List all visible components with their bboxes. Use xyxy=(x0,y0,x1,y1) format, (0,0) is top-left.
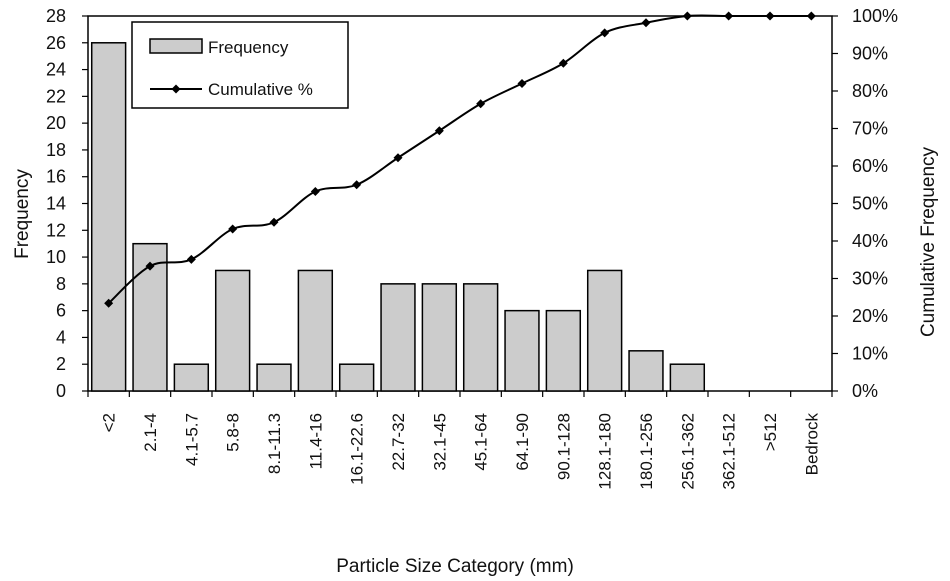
y2-tick-label-6: 60% xyxy=(852,156,888,176)
cumulative-point-17 xyxy=(806,11,816,21)
bar-0 xyxy=(90,42,127,392)
cumulative-point-9 xyxy=(476,99,486,109)
bar-7 xyxy=(380,283,416,392)
cumulative-point-1 xyxy=(145,261,155,271)
y-tick-label-14: 28 xyxy=(46,6,66,26)
y-tick-label-9: 18 xyxy=(46,140,66,160)
y2-tick-label-2: 20% xyxy=(852,306,888,326)
cumulative-point-3 xyxy=(228,224,238,234)
x-tick-label-12: 128.1-180 xyxy=(596,413,615,490)
cumulative-point-8 xyxy=(434,126,444,136)
x-tick-label-5: 11.4-16 xyxy=(306,413,325,469)
y2-axis-title: Cumulative Frequency xyxy=(918,146,939,337)
legend-frequency-label: Frequency xyxy=(208,38,289,57)
x-tick-label-2: 4.1-5.7 xyxy=(182,413,201,466)
y-axis-title: Frequency xyxy=(12,169,33,259)
bar-13 xyxy=(628,350,664,392)
y-tick-label-12: 24 xyxy=(46,60,66,80)
bar-9 xyxy=(462,283,499,392)
legend-frequency-swatch xyxy=(149,38,203,54)
legend: Frequency Cumulative % xyxy=(131,21,349,109)
x-tick-label-16: >512 xyxy=(761,413,780,451)
y2-tick-label-0: 0% xyxy=(852,381,878,401)
bar-2 xyxy=(173,363,210,392)
cumulative-point-14 xyxy=(682,11,692,21)
y-tick-label-13: 26 xyxy=(46,33,66,53)
y-tick-label-5: 10 xyxy=(46,247,66,267)
y2-tick-label-4: 40% xyxy=(852,231,888,251)
y-tick-label-0: 0 xyxy=(56,381,66,401)
y-tick-label-7: 14 xyxy=(46,194,66,214)
x-axis-title: Particle Size Category (mm) xyxy=(336,556,574,577)
bar-14 xyxy=(669,363,706,392)
x-tick-label-11: 90.1-128 xyxy=(554,413,573,480)
x-tick-label-14: 256.1-362 xyxy=(678,413,697,490)
y-tick-label-3: 6 xyxy=(56,301,66,321)
cumulative-point-15 xyxy=(724,11,734,21)
cumulative-point-11 xyxy=(558,58,568,68)
x-tick-label-6: 16.1-22.6 xyxy=(348,413,367,485)
bar-6 xyxy=(338,363,375,392)
bar-4 xyxy=(256,363,292,392)
x-tick-label-4: 8.1-11.3 xyxy=(265,413,284,474)
cumulative-point-5 xyxy=(310,187,320,196)
y2-tick-label-10: 100% xyxy=(852,6,898,26)
x-axis-ticks: <2 2.1-4 4.1-5.7 5.8-8 8.1-11.3 11.4-16 16.1-2… xyxy=(87,391,833,490)
y-tick-label-2: 4 xyxy=(56,327,66,347)
cumulative-point-12 xyxy=(600,28,610,38)
x-tick-label-8: 32.1-45 xyxy=(430,413,449,471)
x-tick-label-3: 5.8-8 xyxy=(224,413,243,452)
bar-5 xyxy=(297,269,334,392)
y2-tick-label-9: 90% xyxy=(852,44,888,64)
x-tick-label-7: 22.7-32 xyxy=(389,413,408,471)
x-tick-label-17: Bedrock xyxy=(802,413,821,476)
bar-8 xyxy=(421,283,458,392)
bar-12 xyxy=(586,269,623,392)
y2-tick-label-1: 10% xyxy=(852,344,888,364)
right-axis-ticks: 0% 10% 20% 30% 40% 50% 60% 70% 80% 90% 100% xyxy=(832,6,898,401)
legend-cumulative-label: Cumulative % xyxy=(208,80,313,99)
cumulative-point-6 xyxy=(352,180,362,190)
cumulative-point-0 xyxy=(104,298,114,308)
bar-11 xyxy=(545,309,582,392)
x-tick-label-0: <2 xyxy=(100,413,119,432)
x-tick-label-13: 180.1-256 xyxy=(637,413,656,490)
cumulative-point-4 xyxy=(269,217,279,227)
y-tick-label-10: 20 xyxy=(46,113,66,133)
cumulative-point-10 xyxy=(517,79,527,88)
legend-cumulative-marker xyxy=(171,84,181,94)
bar-3 xyxy=(214,269,251,392)
x-tick-label-1: 2.1-4 xyxy=(141,413,160,452)
y2-tick-label-3: 30% xyxy=(852,269,888,289)
x-tick-label-15: 362.1-512 xyxy=(720,413,739,490)
y-tick-label-8: 16 xyxy=(46,167,66,187)
cumulative-point-2 xyxy=(186,254,196,264)
y-tick-label-1: 2 xyxy=(56,354,66,374)
y2-tick-label-8: 80% xyxy=(852,81,888,101)
legend-box xyxy=(131,21,349,109)
bar-10 xyxy=(504,309,540,392)
y2-tick-label-5: 50% xyxy=(852,194,888,214)
x-tick-label-9: 45.1-64 xyxy=(472,413,491,471)
x-tick-label-10: 64.1-90 xyxy=(513,413,532,471)
y-tick-label-11: 22 xyxy=(46,86,66,106)
y-tick-label-4: 8 xyxy=(56,274,66,294)
frequency-bars xyxy=(90,42,706,392)
cumulative-point-7 xyxy=(393,153,403,163)
y2-tick-label-7: 70% xyxy=(852,119,888,139)
y-tick-label-6: 12 xyxy=(46,220,66,240)
cumulative-point-13 xyxy=(641,18,651,28)
cumulative-line-layer xyxy=(104,11,816,308)
cumulative-point-16 xyxy=(765,11,775,21)
